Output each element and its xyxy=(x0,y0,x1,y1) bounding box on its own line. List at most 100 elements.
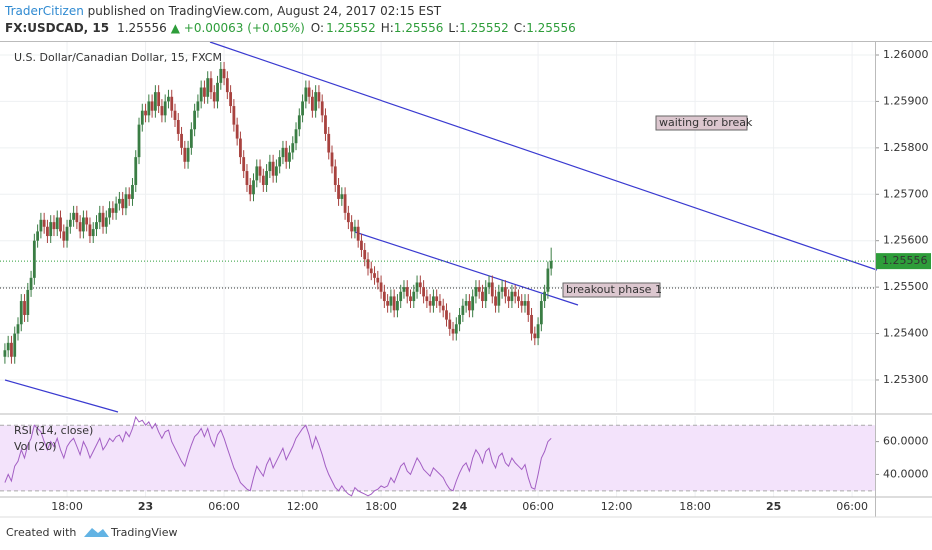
candle-body xyxy=(500,287,504,292)
candle-body xyxy=(389,296,393,306)
ohlc-label: L: xyxy=(448,21,459,35)
candle-body xyxy=(6,342,10,351)
rsi-pane: 60.0000 40.0000 RSI (14, close) Vol (20) xyxy=(0,415,929,497)
candle-body xyxy=(157,92,161,107)
x-tick-label: 06:00 xyxy=(522,500,554,513)
candle-body xyxy=(304,87,308,102)
candle-body xyxy=(160,106,164,116)
candle-body xyxy=(464,301,468,306)
candle-body xyxy=(167,96,170,102)
candle-body xyxy=(533,333,537,339)
candle-body xyxy=(104,217,108,227)
candle-body xyxy=(291,143,295,153)
candle-body xyxy=(147,101,151,116)
candle-body xyxy=(425,296,429,302)
candle-body xyxy=(471,296,475,311)
candle-body xyxy=(127,194,131,199)
candle-body xyxy=(373,273,376,278)
footer-text: Created with xyxy=(6,526,76,539)
candle-body xyxy=(49,222,53,237)
candle-body xyxy=(415,282,419,292)
candle-body xyxy=(536,324,540,339)
annotation-box xyxy=(562,282,661,298)
candle-body xyxy=(418,282,422,288)
candle-body xyxy=(314,92,318,111)
footer-brand[interactable]: TradingView xyxy=(110,526,177,539)
x-tick-label: 12:00 xyxy=(287,500,319,513)
ohlc-label: O: xyxy=(311,21,324,35)
candle-body xyxy=(369,268,373,274)
candle-body xyxy=(98,212,102,223)
candle-body xyxy=(490,282,494,297)
candle-body xyxy=(543,291,547,302)
candle-body xyxy=(526,301,530,315)
candle-body xyxy=(320,101,324,116)
candle-body xyxy=(242,157,246,172)
candle-body xyxy=(82,217,85,232)
candle-body xyxy=(186,147,190,162)
candle-body xyxy=(245,171,249,185)
candle-body xyxy=(330,152,334,167)
candle-body xyxy=(62,231,66,241)
candle-body xyxy=(477,287,481,292)
candle-body xyxy=(294,129,298,144)
candle-body xyxy=(16,324,20,334)
candle-body xyxy=(229,92,233,107)
candle-body xyxy=(108,208,111,218)
candle-body xyxy=(484,287,488,302)
candle-body xyxy=(180,133,183,148)
candle-body xyxy=(52,222,56,230)
candle-body xyxy=(530,314,533,334)
candle-body xyxy=(13,333,17,357)
y-tick-label: 40.0000 xyxy=(883,467,929,480)
candle-body xyxy=(209,78,213,93)
candle-body xyxy=(350,222,354,232)
candle-body xyxy=(131,184,134,199)
candle-body xyxy=(363,249,367,260)
candle-body xyxy=(517,296,520,302)
candle-body xyxy=(140,110,144,125)
candle-body xyxy=(539,301,543,325)
x-tick-label: 12:00 xyxy=(601,500,633,513)
candle-body xyxy=(337,184,340,199)
candle-body xyxy=(507,296,511,302)
candle-body xyxy=(206,78,210,97)
candle-body xyxy=(435,296,439,302)
candle-body xyxy=(340,194,344,199)
candle-body xyxy=(510,291,514,302)
candle-body xyxy=(255,166,259,181)
candle-body xyxy=(405,287,409,297)
candle-body xyxy=(144,110,147,116)
x-tick-label: 18:00 xyxy=(365,500,397,513)
ohlc-value: 1.25556 xyxy=(526,21,576,35)
y-tick-label: 1.26000 xyxy=(883,48,929,61)
candle-body xyxy=(101,212,105,227)
candle-body xyxy=(438,301,442,306)
rsi-band xyxy=(0,425,875,491)
candle-body xyxy=(46,226,49,237)
candle-body xyxy=(170,96,174,111)
author[interactable]: TraderCitizen xyxy=(4,4,84,18)
candle-body xyxy=(503,287,507,297)
candle-body xyxy=(497,291,501,306)
header-line: TraderCitizen published on TradingView.c… xyxy=(4,4,442,18)
ohlc-value: 1.25552 xyxy=(326,21,376,35)
rsi-line xyxy=(4,415,552,497)
candle-body xyxy=(85,217,89,225)
candle-body xyxy=(176,119,180,134)
candle-body xyxy=(150,101,154,111)
candle-body xyxy=(301,101,304,116)
y-tick-label: 60.0000 xyxy=(883,435,929,448)
candle-body xyxy=(297,115,301,130)
candle-body xyxy=(487,282,491,288)
x-tick-label: 18:00 xyxy=(51,500,83,513)
candle-body xyxy=(523,301,527,306)
candle-body xyxy=(481,291,484,302)
candle-body xyxy=(275,166,278,176)
candle-body xyxy=(278,157,282,167)
y-tick-label: 1.25900 xyxy=(883,94,929,107)
annotation: breakout phase 1 xyxy=(566,283,662,296)
candle-body xyxy=(222,68,226,79)
candle-body xyxy=(432,296,435,306)
